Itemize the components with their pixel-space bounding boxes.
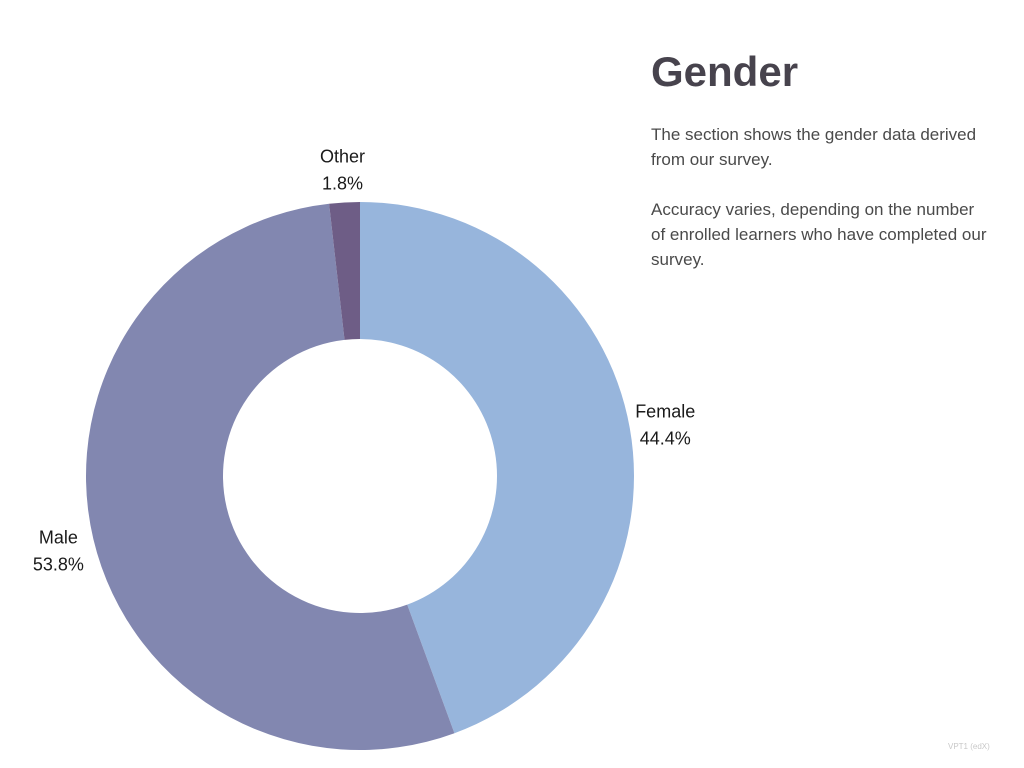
- slice-label-name-female: Female: [635, 402, 695, 422]
- slice-female: [360, 202, 634, 734]
- slice-other: [329, 202, 360, 340]
- page-title: Gender: [651, 48, 799, 95]
- description-paragraph-2: Accuracy varies, depending on the number…: [651, 200, 987, 269]
- slice-label-name-other: Other: [320, 146, 365, 166]
- description-paragraph-1: The section shows the gender data derive…: [651, 125, 977, 169]
- slice-label-name-male: Male: [39, 527, 78, 547]
- slice-male: [86, 203, 455, 750]
- slice-label-value-male: 53.8%: [33, 554, 84, 574]
- slice-label-value-other: 1.8%: [322, 173, 363, 193]
- slice-label-value-female: 44.4%: [640, 429, 691, 449]
- footer-note: VPT1 (edX): [948, 742, 990, 751]
